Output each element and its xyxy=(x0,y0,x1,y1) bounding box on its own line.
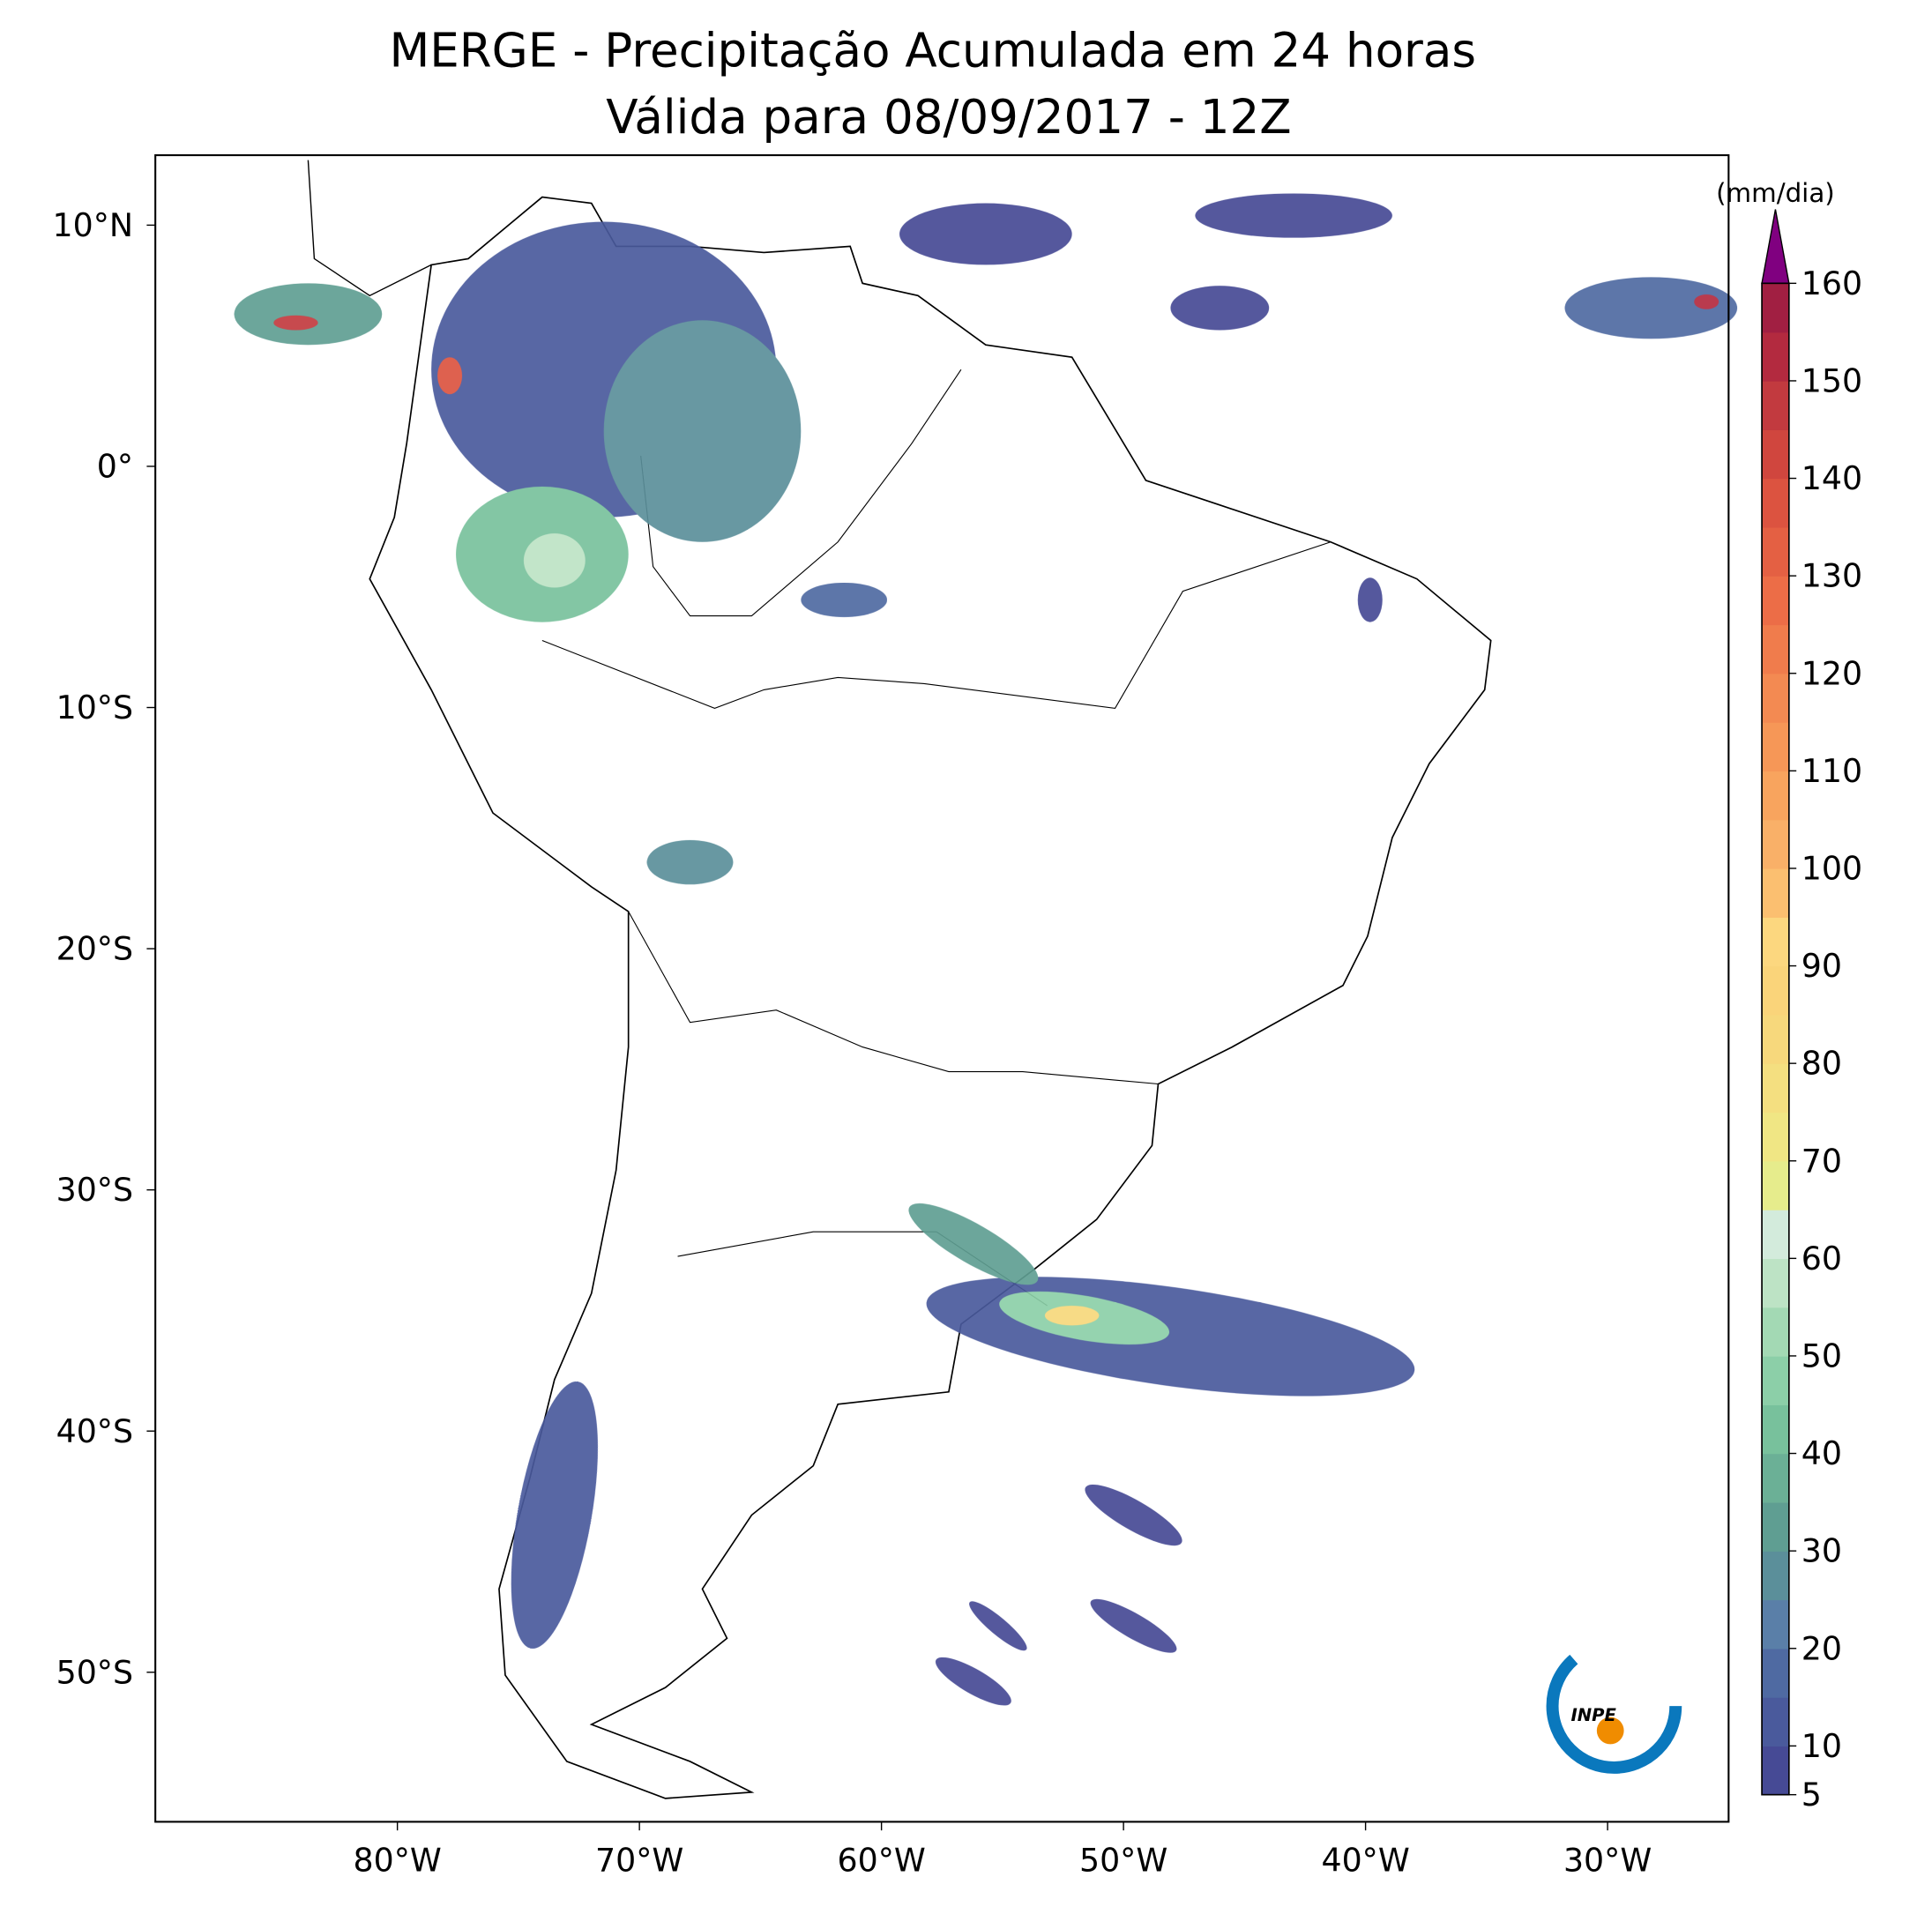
colorbar-tick-label: 100 xyxy=(1801,850,1862,888)
colorbar-tick-label: 40 xyxy=(1801,1434,1842,1472)
colorbar-extension xyxy=(1761,209,1790,285)
precipitation xyxy=(234,193,1738,1706)
colorbar-band xyxy=(1762,380,1789,430)
x-tick-label: 40°W xyxy=(1321,1841,1409,1879)
colorbar-band xyxy=(1762,1551,1789,1601)
colorbar-tick-label: 80 xyxy=(1801,1045,1842,1083)
colorbar-band xyxy=(1762,1063,1789,1113)
rain-area xyxy=(1195,193,1392,238)
rain-core xyxy=(1044,1305,1100,1326)
rain-area xyxy=(1090,1598,1177,1653)
colorbar-tick-label: 5 xyxy=(1801,1776,1822,1813)
rain-area xyxy=(899,203,1072,265)
colorbar-tick-label: 50 xyxy=(1801,1337,1842,1375)
colorbar-band xyxy=(1762,283,1789,333)
colorbar-band xyxy=(1762,1014,1789,1064)
colorbar-band xyxy=(1762,624,1789,674)
border xyxy=(640,369,962,617)
colorbar-band xyxy=(1762,1599,1789,1650)
colorbar-band xyxy=(1762,819,1789,869)
y-tick-label: 0° xyxy=(97,448,133,486)
border xyxy=(628,911,1159,1085)
rain-area xyxy=(523,532,586,588)
logo-dot xyxy=(1596,1717,1624,1745)
colorbar-band xyxy=(1762,1648,1789,1698)
colorbar-band xyxy=(1762,965,1789,1016)
colorbar-band xyxy=(1762,673,1789,723)
colorbar-tick-label: 30 xyxy=(1801,1532,1842,1570)
colorbar-band xyxy=(1762,1453,1789,1503)
colorbar-frame xyxy=(1761,282,1790,1796)
subtitle: Válida para 08/09/2017 - 12Z xyxy=(606,90,1291,145)
colorbar-tick-label: 60 xyxy=(1801,1240,1842,1277)
rain-area xyxy=(1170,286,1270,331)
colorbar-band xyxy=(1762,917,1789,967)
logo-text: INPE xyxy=(1571,1705,1617,1725)
rain-area xyxy=(511,1381,599,1650)
colorbar-tick-label: 160 xyxy=(1801,264,1862,302)
coastline xyxy=(307,160,432,297)
rain-area xyxy=(801,582,888,617)
colorbar-band xyxy=(1762,868,1789,918)
map-frame xyxy=(154,153,1730,1823)
colorbar-band xyxy=(1762,1697,1789,1747)
colorbar-band xyxy=(1762,526,1789,577)
colorbar-tick-label: 20 xyxy=(1801,1629,1842,1667)
colorbar-tick-label: 140 xyxy=(1801,459,1862,497)
colorbar-band xyxy=(1762,1501,1789,1552)
colorbar-tick-label: 110 xyxy=(1801,752,1862,790)
rain-core xyxy=(273,315,318,331)
border xyxy=(541,541,1332,709)
x-tick-label: 70°W xyxy=(595,1841,683,1879)
colorbar-band xyxy=(1762,576,1789,626)
colorbar-band xyxy=(1762,478,1789,528)
colorbar-band xyxy=(1762,1404,1789,1455)
rain-area xyxy=(1357,577,1383,622)
rain-area xyxy=(1564,277,1738,339)
colorbar-band xyxy=(1762,1307,1789,1357)
rain-area xyxy=(1085,1484,1182,1546)
rain-area xyxy=(926,1277,1415,1396)
y-tick-label: 30°S xyxy=(56,1171,133,1209)
y-tick-label: 50°S xyxy=(56,1653,133,1691)
colorbar-band xyxy=(1762,1258,1789,1308)
logo-ring xyxy=(1546,1638,1682,1774)
colorbar-band xyxy=(1762,331,1789,382)
title: MERGE - Precipitação Acumulada em 24 hor… xyxy=(389,23,1476,78)
colorbar-band xyxy=(1762,1355,1789,1405)
rain-area xyxy=(603,320,802,542)
colorbar-tick-label: 90 xyxy=(1801,947,1842,985)
colorbar-band xyxy=(1762,722,1789,772)
x-tick-label: 50°W xyxy=(1079,1841,1167,1879)
colorbar-tick-label: 130 xyxy=(1801,557,1862,595)
rain-area xyxy=(234,283,383,346)
colorbar-tick-label: 120 xyxy=(1801,654,1862,692)
colorbar-band xyxy=(1762,429,1789,480)
rain-core xyxy=(1694,294,1719,309)
rain-core xyxy=(437,357,463,395)
colorbar-band xyxy=(1762,1112,1789,1162)
colorbar-tick-label: 70 xyxy=(1801,1142,1842,1180)
x-tick-label: 80°W xyxy=(354,1841,442,1879)
colorbar-band xyxy=(1762,1160,1789,1210)
y-tick-label: 10°S xyxy=(56,689,133,726)
x-tick-label: 30°W xyxy=(1563,1841,1652,1879)
colorbar-band xyxy=(1762,1210,1789,1260)
rain-area xyxy=(935,1657,1011,1706)
x-tick-label: 60°W xyxy=(837,1841,925,1879)
colorbar-band xyxy=(1762,771,1789,821)
y-tick-label: 10°N xyxy=(52,206,133,244)
y-tick-label: 20°S xyxy=(56,930,133,968)
y-tick-label: 40°S xyxy=(56,1412,133,1450)
logo: INPE xyxy=(1546,1638,1682,1774)
colorbar-label: (mm/dia) xyxy=(1716,178,1835,208)
rain-area xyxy=(969,1601,1027,1651)
rain-area xyxy=(646,839,734,885)
colorbar-tick-label: 150 xyxy=(1801,362,1862,400)
colorbar-band xyxy=(1762,1746,1789,1796)
colorbar-tick-label: 10 xyxy=(1801,1727,1842,1765)
rain-area xyxy=(908,1203,1039,1285)
